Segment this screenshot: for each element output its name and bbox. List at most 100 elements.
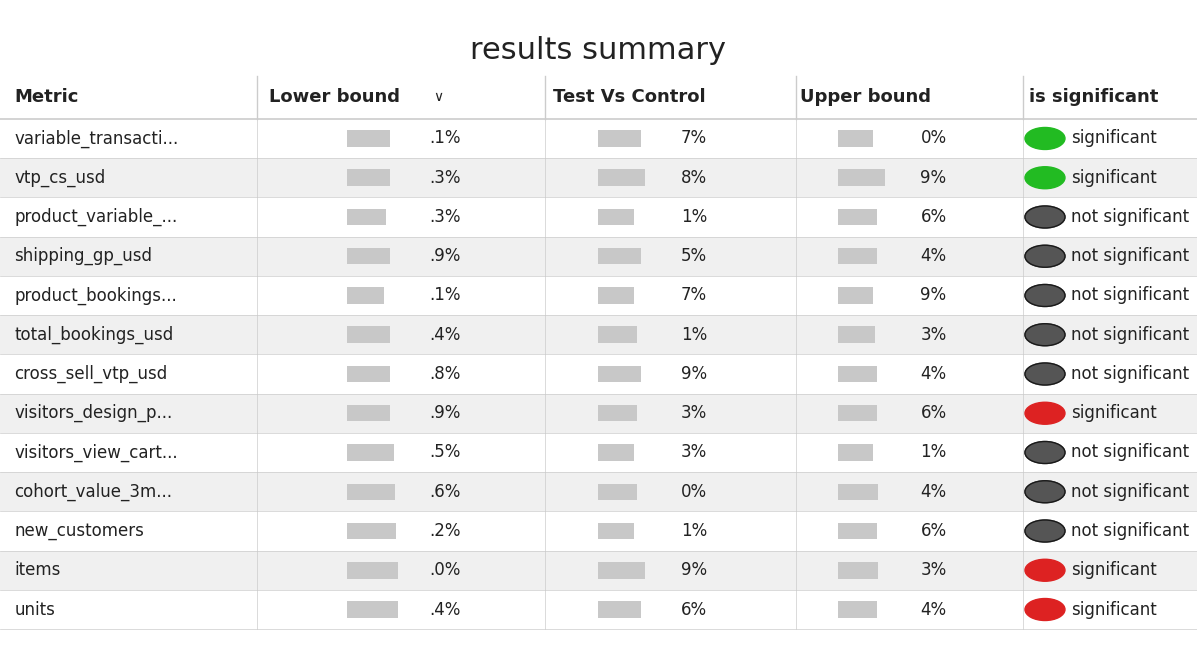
FancyBboxPatch shape bbox=[0, 237, 1197, 276]
Text: new_customers: new_customers bbox=[14, 522, 145, 540]
FancyBboxPatch shape bbox=[838, 248, 876, 265]
Text: visitors_design_p...: visitors_design_p... bbox=[14, 404, 172, 422]
FancyBboxPatch shape bbox=[598, 601, 642, 618]
Circle shape bbox=[1025, 363, 1065, 385]
Circle shape bbox=[1025, 324, 1065, 345]
FancyBboxPatch shape bbox=[347, 288, 384, 304]
Text: .4%: .4% bbox=[430, 601, 461, 619]
Text: 9%: 9% bbox=[681, 561, 707, 579]
Text: .6%: .6% bbox=[430, 483, 461, 501]
FancyBboxPatch shape bbox=[838, 366, 876, 382]
Text: 9%: 9% bbox=[920, 168, 947, 187]
FancyBboxPatch shape bbox=[0, 472, 1197, 511]
Text: vtp_cs_usd: vtp_cs_usd bbox=[14, 168, 105, 187]
Circle shape bbox=[1025, 402, 1065, 424]
FancyBboxPatch shape bbox=[347, 484, 395, 500]
Text: not significant: not significant bbox=[1071, 286, 1190, 305]
Text: 4%: 4% bbox=[920, 247, 947, 265]
Text: 3%: 3% bbox=[681, 404, 707, 422]
FancyBboxPatch shape bbox=[598, 562, 645, 578]
Text: 4%: 4% bbox=[920, 601, 947, 619]
Text: not significant: not significant bbox=[1071, 208, 1190, 226]
FancyBboxPatch shape bbox=[0, 76, 1197, 119]
FancyBboxPatch shape bbox=[347, 130, 390, 147]
FancyBboxPatch shape bbox=[838, 130, 873, 147]
Text: total_bookings_usd: total_bookings_usd bbox=[14, 326, 174, 344]
Circle shape bbox=[1025, 245, 1065, 267]
FancyBboxPatch shape bbox=[838, 405, 876, 422]
Text: Lower bound: Lower bound bbox=[269, 88, 400, 106]
Text: .8%: .8% bbox=[430, 365, 461, 383]
FancyBboxPatch shape bbox=[838, 562, 879, 578]
Text: 7%: 7% bbox=[681, 130, 707, 147]
FancyBboxPatch shape bbox=[0, 551, 1197, 590]
Text: .1%: .1% bbox=[430, 130, 461, 147]
FancyBboxPatch shape bbox=[0, 315, 1197, 355]
Text: not significant: not significant bbox=[1071, 522, 1190, 540]
Text: 9%: 9% bbox=[681, 365, 707, 383]
Text: significant: significant bbox=[1071, 130, 1157, 147]
Text: 9%: 9% bbox=[920, 286, 947, 305]
FancyBboxPatch shape bbox=[347, 562, 397, 578]
Text: 6%: 6% bbox=[920, 208, 947, 226]
Text: .1%: .1% bbox=[430, 286, 461, 305]
Text: .3%: .3% bbox=[430, 168, 461, 187]
Text: 1%: 1% bbox=[681, 326, 707, 343]
FancyBboxPatch shape bbox=[0, 276, 1197, 315]
FancyBboxPatch shape bbox=[0, 590, 1197, 629]
FancyBboxPatch shape bbox=[347, 366, 390, 382]
FancyBboxPatch shape bbox=[598, 405, 637, 422]
Circle shape bbox=[1025, 284, 1065, 307]
Text: 6%: 6% bbox=[920, 522, 947, 540]
Text: shipping_gp_usd: shipping_gp_usd bbox=[14, 247, 152, 265]
Text: not significant: not significant bbox=[1071, 247, 1190, 265]
Text: 3%: 3% bbox=[681, 443, 707, 461]
FancyBboxPatch shape bbox=[347, 209, 385, 225]
Text: .5%: .5% bbox=[430, 443, 461, 461]
FancyBboxPatch shape bbox=[347, 248, 390, 265]
FancyBboxPatch shape bbox=[0, 197, 1197, 237]
FancyBboxPatch shape bbox=[347, 326, 390, 343]
FancyBboxPatch shape bbox=[838, 209, 876, 225]
Text: not significant: not significant bbox=[1071, 326, 1190, 343]
FancyBboxPatch shape bbox=[347, 170, 390, 186]
Text: product_variable_...: product_variable_... bbox=[14, 208, 177, 226]
Text: 1%: 1% bbox=[920, 443, 947, 461]
Text: variable_transacti...: variable_transacti... bbox=[14, 130, 178, 147]
Text: is significant: is significant bbox=[1029, 88, 1159, 106]
Text: Upper bound: Upper bound bbox=[800, 88, 930, 106]
FancyBboxPatch shape bbox=[0, 119, 1197, 158]
Text: not significant: not significant bbox=[1071, 483, 1190, 501]
FancyBboxPatch shape bbox=[598, 366, 642, 382]
FancyBboxPatch shape bbox=[598, 170, 645, 186]
Circle shape bbox=[1025, 442, 1065, 463]
Text: 1%: 1% bbox=[681, 208, 707, 226]
Text: 0%: 0% bbox=[920, 130, 947, 147]
FancyBboxPatch shape bbox=[598, 326, 637, 343]
Circle shape bbox=[1025, 481, 1065, 503]
Text: .4%: .4% bbox=[430, 326, 461, 343]
Text: .3%: .3% bbox=[430, 208, 461, 226]
FancyBboxPatch shape bbox=[347, 444, 394, 461]
FancyBboxPatch shape bbox=[838, 288, 873, 304]
Circle shape bbox=[1025, 128, 1065, 149]
Text: 0%: 0% bbox=[681, 483, 707, 501]
Text: significant: significant bbox=[1071, 601, 1157, 619]
FancyBboxPatch shape bbox=[598, 484, 637, 500]
Circle shape bbox=[1025, 520, 1065, 542]
FancyBboxPatch shape bbox=[838, 484, 879, 500]
Text: units: units bbox=[14, 601, 55, 619]
Circle shape bbox=[1025, 599, 1065, 620]
FancyBboxPatch shape bbox=[347, 522, 396, 540]
FancyBboxPatch shape bbox=[838, 326, 875, 343]
FancyBboxPatch shape bbox=[347, 405, 390, 422]
Circle shape bbox=[1025, 166, 1065, 189]
FancyBboxPatch shape bbox=[838, 522, 876, 540]
FancyBboxPatch shape bbox=[0, 355, 1197, 393]
Text: 4%: 4% bbox=[920, 365, 947, 383]
Circle shape bbox=[1025, 559, 1065, 581]
Text: ∨: ∨ bbox=[433, 90, 443, 104]
Text: significant: significant bbox=[1071, 404, 1157, 422]
Text: .2%: .2% bbox=[430, 522, 461, 540]
Text: not significant: not significant bbox=[1071, 443, 1190, 461]
